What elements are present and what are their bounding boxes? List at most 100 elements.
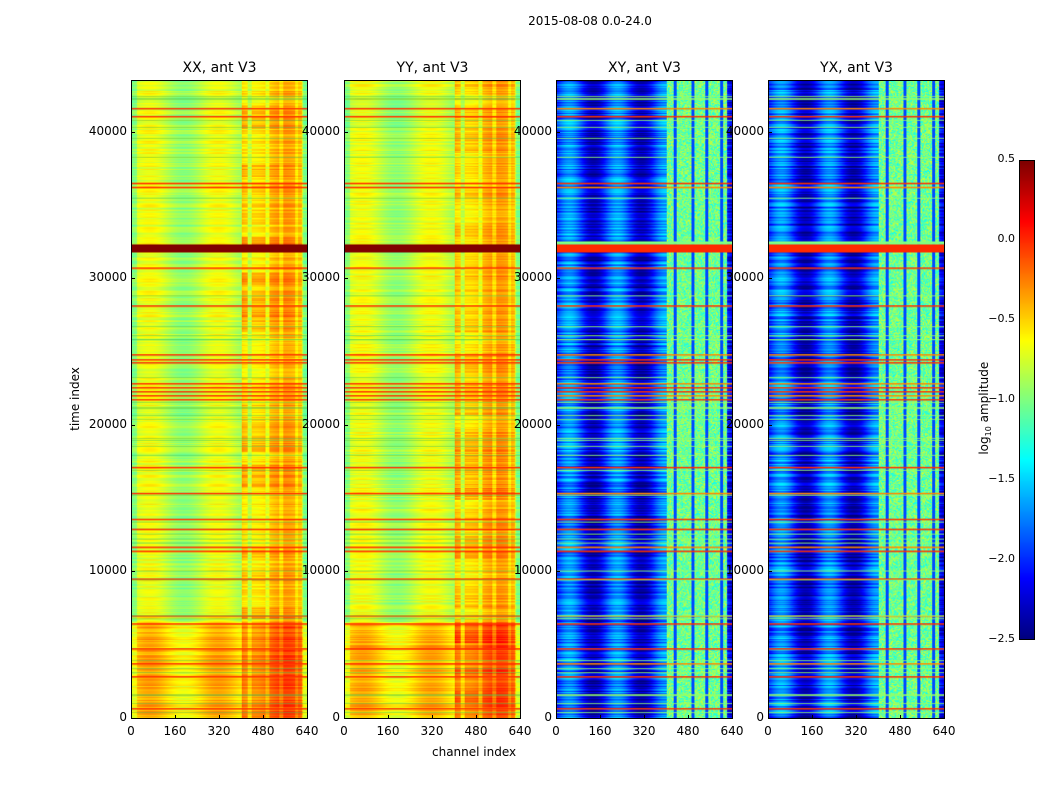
x-tick-label: 160 [163, 724, 187, 738]
x-tick-mark [812, 715, 813, 719]
x-tick-label: 160 [800, 724, 824, 738]
x-tick-label: 320 [420, 724, 444, 738]
x-tick-label: 0 [764, 724, 772, 738]
x-tick-label: 0 [552, 724, 560, 738]
y-tick-mark [131, 131, 135, 133]
x-tick-label: 0 [340, 724, 348, 738]
colorbar-label-rest: amplitude [976, 361, 991, 427]
x-tick-mark [476, 715, 477, 719]
y-tick-mark [344, 571, 348, 573]
x-tick-mark [768, 715, 769, 719]
x-tick-mark [944, 715, 945, 719]
y-tick-mark [344, 278, 348, 280]
x-tick-mark [388, 715, 389, 719]
x-tick-mark [556, 715, 557, 719]
y-tick-mark [556, 424, 560, 426]
y-tick-label: 10000 [88, 563, 127, 578]
x-tick-label: 320 [207, 724, 231, 738]
colorbar-tick-label: −2.5 [988, 632, 1015, 645]
y-axis-label: time index [68, 367, 82, 431]
y-tick-label: 10000 [513, 563, 552, 578]
y-tick-label: 20000 [725, 416, 764, 431]
heatmap-xy [556, 80, 733, 719]
y-tick-mark [556, 278, 560, 280]
x-tick-label: 160 [376, 724, 400, 738]
panel-title: YY, ant V3 [396, 60, 469, 76]
colorbar-label-sub: 10 [984, 426, 994, 437]
y-tick-label: 20000 [513, 416, 552, 431]
x-tick-mark [856, 715, 857, 719]
panel-title: XY, ant V3 [608, 60, 681, 76]
colorbar-label-log: log [976, 436, 991, 455]
y-tick-label: 30000 [88, 270, 127, 285]
y-tick-label: 20000 [88, 416, 127, 431]
y-tick-label: 40000 [513, 123, 552, 138]
x-tick-label: 320 [844, 724, 868, 738]
y-tick-label: 10000 [725, 563, 764, 578]
y-tick-mark [556, 718, 560, 719]
x-tick-mark [644, 715, 645, 719]
y-tick-mark [344, 718, 348, 719]
x-tick-label: 320 [632, 724, 656, 738]
x-tick-label: 480 [888, 724, 912, 738]
y-tick-label: 40000 [725, 123, 764, 138]
x-tick-label: 480 [676, 724, 700, 738]
y-tick-mark [556, 571, 560, 573]
y-tick-mark [768, 718, 772, 719]
y-tick-mark [344, 424, 348, 426]
colorbar-tick-label: −0.5 [988, 312, 1015, 325]
colorbar-tick-label: 0.0 [997, 232, 1016, 245]
y-tick-label: 10000 [301, 563, 340, 578]
x-tick-label: 640 [508, 724, 532, 738]
x-tick-label: 480 [251, 724, 275, 738]
colorbar [1019, 160, 1035, 640]
y-tick-mark [768, 278, 772, 280]
colorbar-tick-label: 0.5 [997, 152, 1016, 165]
y-tick-label: 0 [756, 710, 764, 724]
x-tick-label: 160 [588, 724, 612, 738]
y-tick-mark [344, 131, 348, 133]
y-tick-label: 0 [332, 710, 340, 724]
x-tick-mark [732, 715, 733, 719]
y-tick-label: 40000 [301, 123, 340, 138]
x-tick-mark [175, 715, 176, 719]
x-tick-mark [688, 715, 689, 719]
x-tick-mark [219, 715, 220, 719]
x-tick-mark [600, 715, 601, 719]
x-tick-mark [131, 715, 132, 719]
y-tick-label: 0 [544, 710, 552, 724]
y-tick-mark [768, 424, 772, 426]
colorbar-tick-label: −2.0 [988, 552, 1015, 565]
y-tick-label: 30000 [301, 270, 340, 285]
colorbar-tick-label: −1.0 [988, 392, 1015, 405]
figure-title: 2015-08-08 0.0-24.0 [528, 14, 652, 28]
y-tick-mark [556, 131, 560, 133]
colorbar-tick-label: −1.5 [988, 472, 1015, 485]
y-tick-label: 20000 [301, 416, 340, 431]
x-tick-label: 640 [720, 724, 744, 738]
x-axis-label: channel index [432, 745, 517, 759]
x-tick-mark [344, 715, 345, 719]
heatmap-yy [344, 80, 521, 719]
y-tick-label: 30000 [725, 270, 764, 285]
x-tick-mark [432, 715, 433, 719]
y-tick-mark [131, 278, 135, 280]
y-tick-mark [768, 131, 772, 133]
x-tick-label: 640 [295, 724, 319, 738]
x-tick-label: 480 [464, 724, 488, 738]
x-tick-mark [263, 715, 264, 719]
y-tick-label: 30000 [513, 270, 552, 285]
x-tick-mark [307, 715, 308, 719]
x-tick-mark [520, 715, 521, 719]
y-tick-mark [131, 571, 135, 573]
x-tick-mark [900, 715, 901, 719]
x-tick-label: 0 [127, 724, 135, 738]
heatmap-xx [131, 80, 308, 719]
y-tick-mark [131, 424, 135, 426]
y-tick-label: 0 [119, 710, 127, 724]
panel-title: YX, ant V3 [820, 60, 893, 76]
heatmap-yx [768, 80, 945, 719]
x-tick-label: 640 [932, 724, 956, 738]
colorbar-label: log10 amplitude [977, 353, 993, 463]
